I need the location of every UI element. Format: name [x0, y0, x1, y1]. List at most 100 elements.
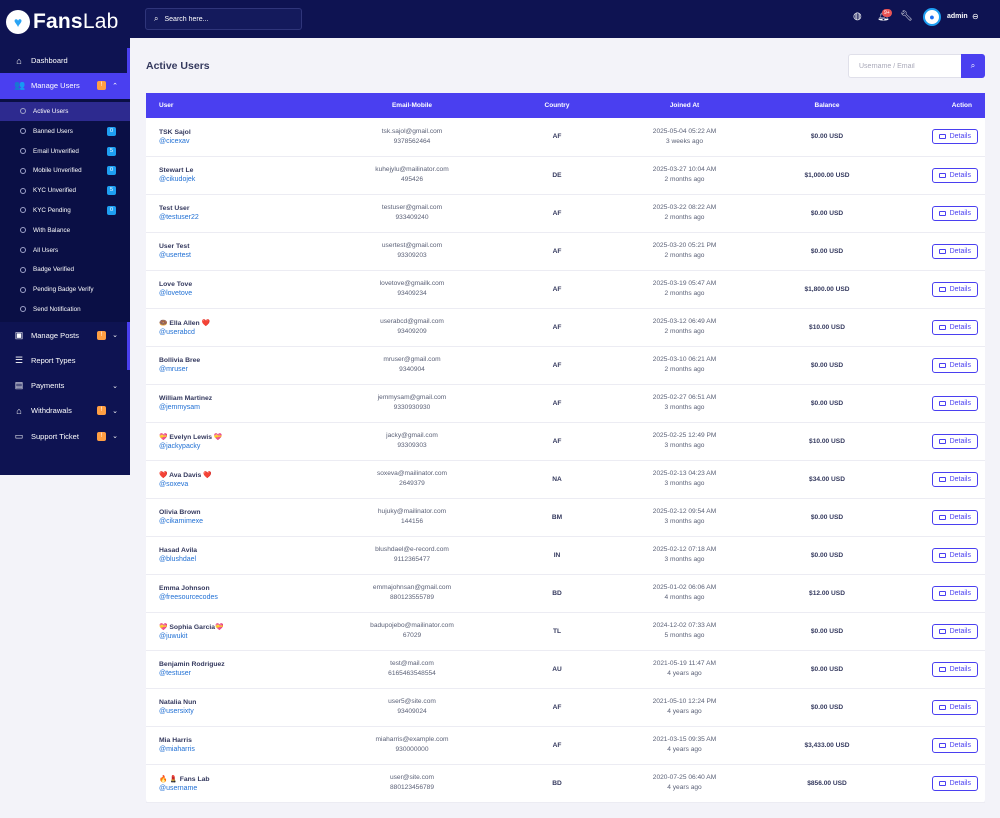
user-profile-link[interactable]: @jackypacky [159, 442, 201, 450]
user-profile-link[interactable]: @cikamimexe [159, 518, 204, 525]
user-profile-link[interactable]: @usertest [159, 252, 192, 259]
details-button[interactable]: Details [931, 585, 978, 601]
joined-date: 2025-03-12 06:49 AM [652, 318, 717, 325]
joined-date: 2021-05-10 12:24 PM [652, 698, 717, 705]
user-profile-link[interactable]: @userabcd [159, 328, 195, 336]
user-profile-link[interactable]: @testuser22 [159, 214, 199, 221]
details-button[interactable]: Details [931, 661, 978, 677]
details-button[interactable]: Details [931, 319, 978, 335]
user-search-input[interactable] [848, 54, 961, 78]
globe-icon[interactable]: ◍ [853, 11, 862, 22]
email-mobile-cell: test@mail.com 6165463548554 [312, 650, 512, 688]
global-search-input[interactable] [164, 15, 285, 23]
submenu-item-pending-badge-verify[interactable]: Pending Badge Verify [0, 280, 130, 300]
column-header-email-mobile[interactable]: Email-Mobile [391, 102, 433, 109]
details-button[interactable]: Details [931, 129, 978, 145]
details-button[interactable]: Details [931, 281, 978, 297]
submenu-item-all-users[interactable]: All Users [0, 240, 130, 260]
details-button[interactable]: Details [931, 699, 978, 715]
joined-date: 2025-03-20 05:21 PM [652, 242, 717, 249]
warning-badge: ! [97, 406, 106, 416]
user-profile-link[interactable]: @soxeva [159, 480, 189, 488]
user-search-button[interactable]: ⌕ [961, 54, 985, 78]
details-button[interactable]: Details [931, 471, 978, 487]
joined-relative: 2 months ago [664, 290, 705, 297]
user-mobile: 6165463548554 [388, 670, 436, 677]
submenu-item-label: KYC Pending [33, 206, 71, 214]
sidebar-item-dashboard[interactable]: ⌂ Dashboard [0, 48, 130, 73]
details-button[interactable]: Details [931, 205, 978, 221]
details-button[interactable]: Details [931, 775, 978, 791]
table-row: Emma Johnson @freesourcecodes emmajohnsan@… [146, 574, 985, 612]
count-badge: 0 [107, 166, 116, 176]
user-profile-link[interactable]: @username [159, 784, 198, 792]
user-mobile: 880123555789 [389, 594, 434, 601]
user-cell: Mia Harris @miaharris [146, 726, 312, 764]
user-email: blushdael@e-record.com [375, 546, 449, 553]
circle-icon [20, 187, 26, 194]
column-header-joined-at[interactable]: Joined At [669, 102, 700, 109]
user-email: test@mail.com [390, 660, 434, 667]
user-profile-link[interactable]: @cikudojek [159, 176, 196, 183]
user-profile-link[interactable]: @cicexav [159, 137, 190, 145]
joined-date: 2025-03-22 08:22 AM [652, 204, 717, 211]
column-header-user[interactable]: User [159, 102, 174, 109]
email-mobile-cell: userabcd@gmail.com 93409209 [312, 308, 512, 346]
details-label: Details [949, 627, 971, 635]
details-button[interactable]: Details [931, 623, 978, 639]
details-button[interactable]: Details [931, 357, 978, 373]
user-profile-link[interactable]: @mruser [159, 366, 188, 373]
details-button[interactable]: Details [931, 509, 978, 525]
joined-relative: 3 months ago [664, 442, 705, 449]
sidebar-item-manage-users[interactable]: 👥 Manage Users ! ⌃ [0, 73, 130, 99]
desktop-icon [938, 400, 946, 406]
count-badge: 5 [107, 146, 116, 156]
sidebar-item-manage-posts[interactable]: ▣ Manage Posts ! ⌄ [0, 322, 130, 347]
user-profile-link[interactable]: @lovetove [159, 290, 193, 297]
submenu-item-banned-users[interactable]: Banned Users 0 [0, 121, 130, 141]
sidebar-item-withdrawals[interactable]: ⌂ Withdrawals ! ⌄ [0, 398, 130, 423]
user-email: mruser@gmail.com [383, 356, 441, 363]
submenu-item-mobile-unverified[interactable]: Mobile Unverified 0 [0, 161, 130, 181]
action-cell: Details [887, 232, 985, 270]
brand-logo[interactable]: ♥ FansLab [0, 0, 130, 44]
country-cell: AF [552, 437, 562, 445]
details-button[interactable]: Details [931, 167, 978, 183]
column-header-balance[interactable]: Balance [814, 102, 840, 109]
column-header-action[interactable]: Action [951, 102, 972, 109]
user-profile-link[interactable]: @miaharris [159, 746, 195, 753]
user-profile-link[interactable]: @jemmysam [159, 404, 200, 411]
user-profile-link[interactable]: @blushdael [159, 556, 197, 563]
details-button[interactable]: Details [931, 433, 978, 449]
submenu-item-badge-verified[interactable]: Badge Verified [0, 260, 130, 280]
sidebar-item-support-ticket[interactable]: ▭ Support Ticket ! ⌄ [0, 424, 130, 449]
joined-at-cell: 2021-03-15 09:35 AM 4 years ago [602, 726, 767, 764]
details-button[interactable]: Details [931, 547, 978, 563]
joined-date: 2025-05-04 05:22 AM [652, 127, 717, 135]
user-profile-link[interactable]: @usersixty [159, 708, 194, 715]
sidebar-item-report-types[interactable]: ☰ Report Types [0, 348, 130, 373]
table-row: ❤️ Ava Davis ❤️ @soxeva soxeva@mailinator.… [146, 460, 985, 498]
admin-avatar[interactable]: ● [923, 8, 941, 26]
submenu-item-kyc-pending[interactable]: KYC Pending 0 [0, 201, 130, 221]
wrench-icon[interactable]: 🔧︎ [900, 11, 913, 22]
details-button[interactable]: Details [931, 243, 978, 259]
action-cell: Details [887, 612, 985, 650]
submenu-item-send-notification[interactable]: Send Notification [0, 300, 130, 320]
submenu-item-with-balance[interactable]: With Balance [0, 220, 130, 240]
details-button[interactable]: Details [931, 737, 978, 753]
user-profile-link[interactable]: @testuser [159, 670, 192, 677]
column-header-country[interactable]: Country [544, 102, 570, 109]
user-profile-link[interactable]: @juwukit [159, 632, 188, 640]
chevron-down-circle-icon[interactable]: ⊖ [972, 12, 979, 21]
submenu-item-kyc-unverified[interactable]: KYC Unverified 5 [0, 181, 130, 201]
submenu-item-email-unverified[interactable]: Email Unverified 5 [0, 141, 130, 161]
sidebar-item-label: Dashboard [31, 56, 68, 66]
details-button[interactable]: Details [931, 395, 978, 411]
admin-name[interactable]: admin [947, 13, 968, 20]
submenu-item-active-users[interactable]: Active Users [0, 101, 130, 122]
user-profile-link[interactable]: @freesourcecodes [159, 594, 218, 601]
action-cell: Details [887, 764, 985, 802]
action-cell: Details [887, 118, 985, 156]
sidebar-item-payments[interactable]: ▤ Payments ⌄ [0, 373, 130, 398]
